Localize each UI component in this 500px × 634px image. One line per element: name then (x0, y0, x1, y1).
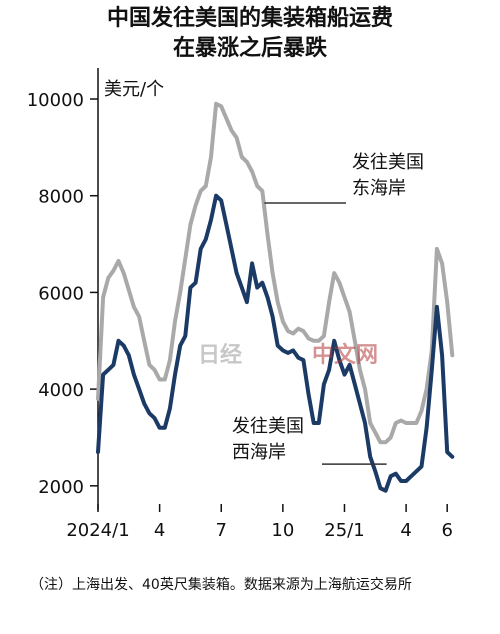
x-tick-label: 2024/1 (66, 520, 129, 541)
x-tick-label: 4 (154, 520, 165, 541)
series-line-east-coast (96, 101, 455, 445)
line-chart: 2000 4000 6000 8000 10000 美元/个 2024/1 4 7 10 25/1 4… (27, 68, 455, 541)
chart-title: 中国发往美国的集装箱船运费 (106, 6, 393, 31)
x-tick-label: 25/1 (324, 520, 364, 541)
x-tick-label: 6 (441, 520, 452, 541)
series-label-east-coast: 东海岸 (352, 178, 406, 199)
x-tick-label: 10 (271, 520, 294, 541)
x-tick-label: 7 (216, 520, 227, 541)
chart-subtitle: 在暴涨之后暴跌 (172, 36, 327, 61)
series-label-west-coast: 发往美国 (232, 416, 304, 437)
watermark-left: 日经 (198, 342, 242, 368)
y-tick-label: 6000 (38, 283, 84, 304)
y-tick-label: 10000 (27, 90, 84, 111)
y-axis-unit: 美元/个 (104, 79, 164, 100)
series-label-west-coast: 西海岸 (232, 442, 286, 463)
series-label-east-coast: 发往美国 (352, 152, 424, 173)
watermark-right: 中文网 (312, 342, 378, 368)
chart-axes: 2000 4000 6000 8000 10000 美元/个 2024/1 4 7 10 25/1 4… (27, 68, 453, 541)
footnote: （注）上海出发、40英尺集装箱。数据来源为上海航运交易所 (30, 577, 412, 593)
series-line-west-coast (96, 193, 455, 493)
y-tick-label: 8000 (38, 187, 84, 208)
y-tick-label: 4000 (38, 380, 84, 401)
y-tick-label: 2000 (38, 477, 84, 498)
chart-lines (96, 101, 455, 493)
x-tick-label: 4 (400, 520, 411, 541)
watermark: 日经 中文网 (198, 342, 378, 368)
